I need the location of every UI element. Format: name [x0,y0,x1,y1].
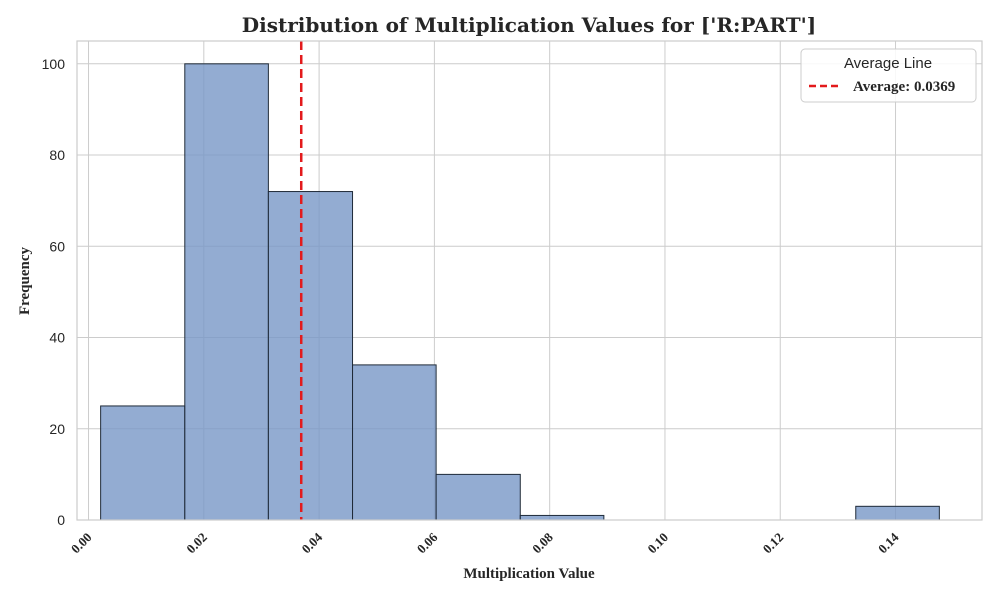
x-tick-label: 0.14 [875,529,902,556]
y-tick-label: 80 [49,147,65,163]
y-tick-label: 0 [57,512,65,528]
y-tick-label: 40 [49,330,65,346]
chart-title: Distribution of Multiplication Values fo… [242,13,816,37]
x-tick-label: 0.02 [183,530,210,557]
histogram-bar [352,364,437,521]
x-tick-label: 0.00 [68,530,95,557]
x-axis-label: Multiplication Value [463,566,595,582]
legend-label: Average: 0.0369 [853,79,955,95]
histogram-bar [100,405,186,521]
x-tick-labels: 0.00 0.02 0.04 0.06 0.08 0.10 0.12 0.14 [68,529,902,556]
histogram-bar [184,63,269,521]
y-tick-label: 20 [49,421,65,437]
y-tick-label: 60 [49,238,65,254]
x-tick-label: 0.12 [760,530,787,557]
y-tick-label: 100 [42,56,66,72]
x-tick-label: 0.06 [414,529,441,556]
histogram-bar [267,191,354,521]
y-axis-label: Frequency [17,246,33,315]
histogram-bars [100,63,940,521]
legend: Average Line Average: 0.0369 [800,48,977,103]
histogram-bar [435,473,521,521]
x-tick-label: 0.04 [299,529,326,556]
x-tick-label: 0.10 [644,530,671,557]
histogram-bar [855,505,940,521]
histogram-bar [519,514,605,521]
y-tick-labels: 0 20 40 60 80 100 [42,56,66,528]
plot-frame [76,40,983,521]
legend-title: Average Line [844,55,932,72]
legend-box [800,48,977,103]
x-tick-label: 0.08 [529,529,556,556]
